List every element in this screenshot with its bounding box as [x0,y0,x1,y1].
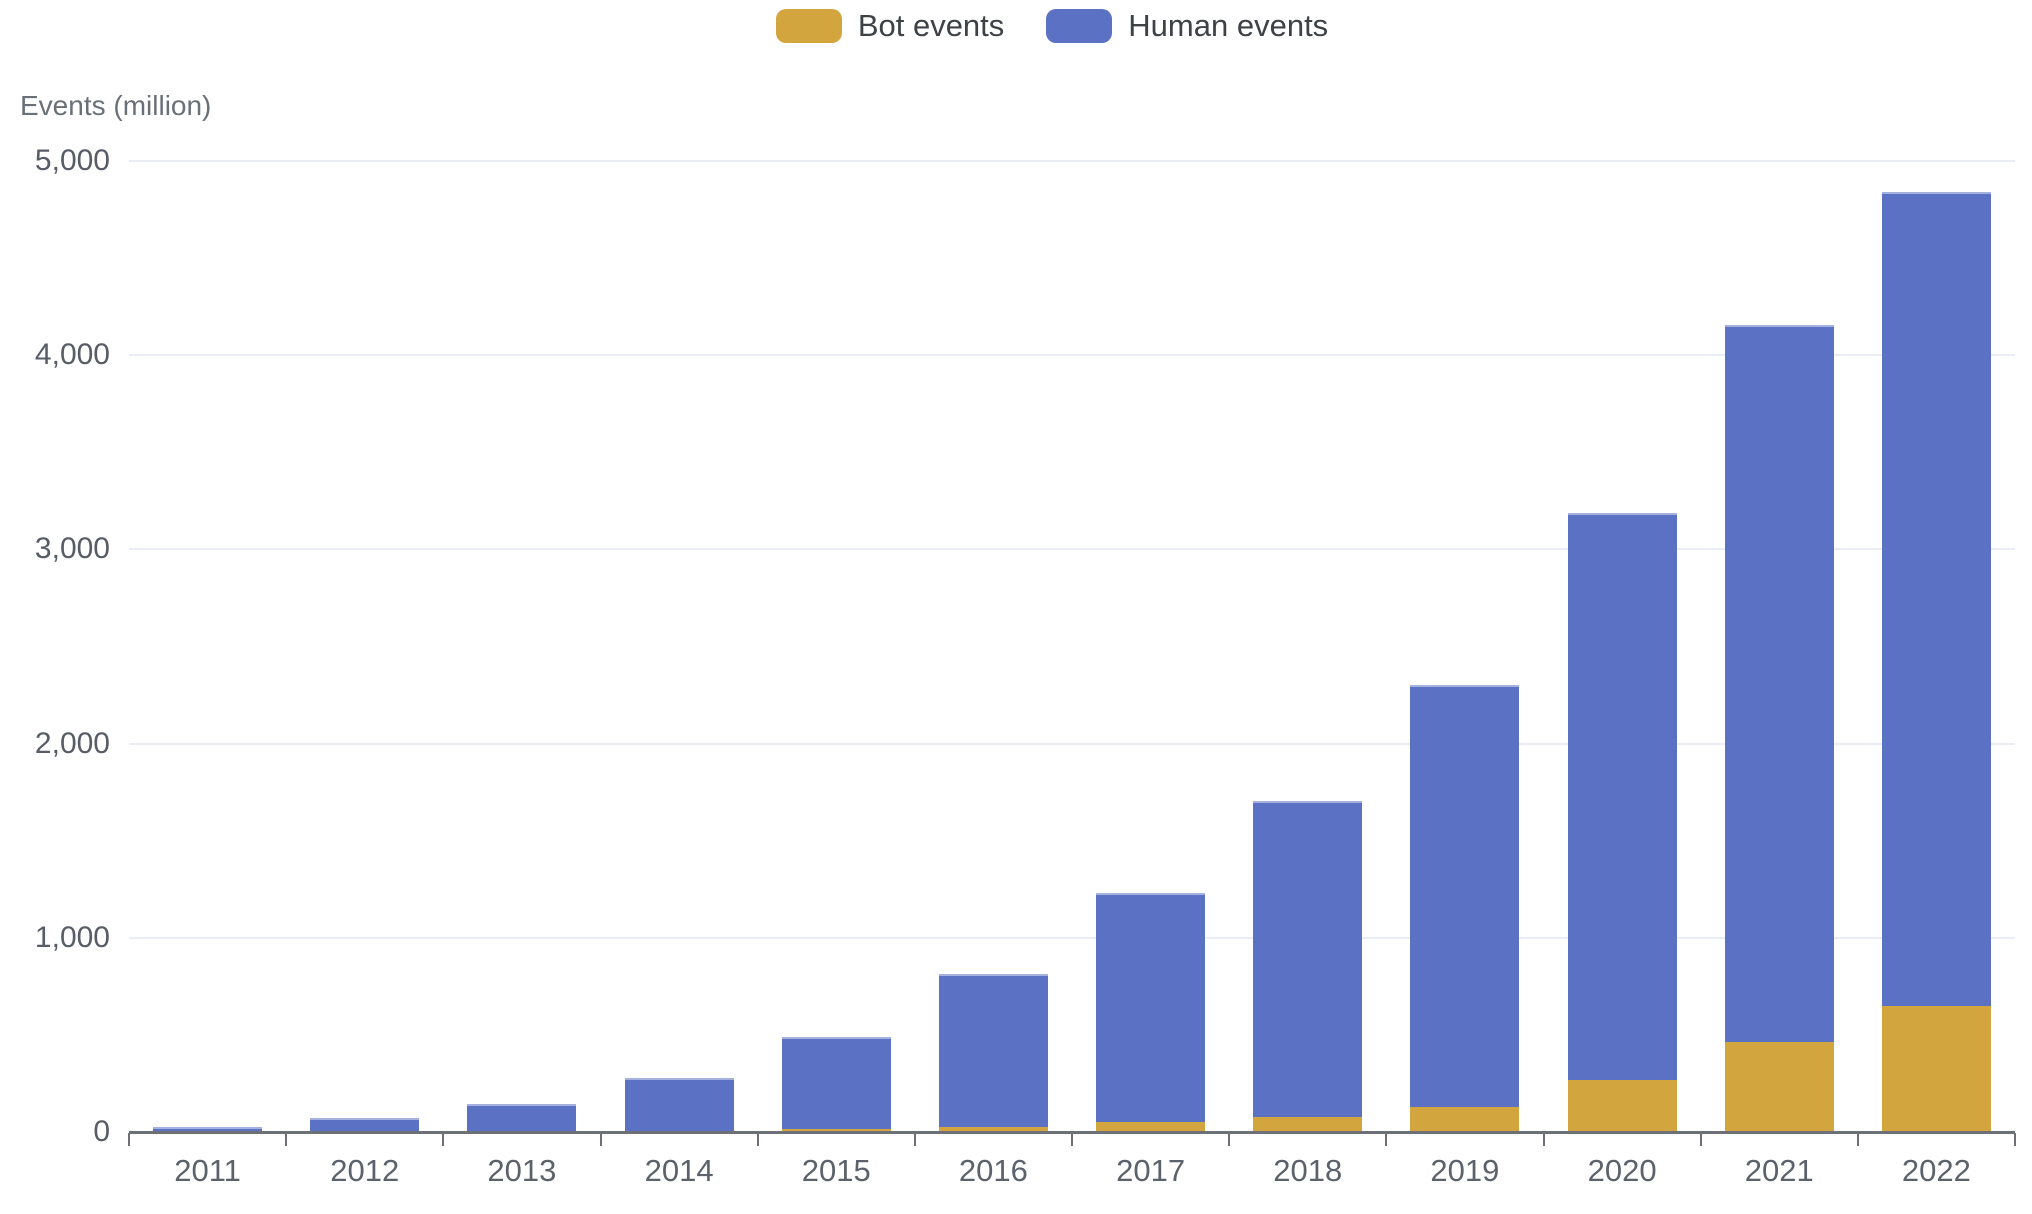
bar-segment-human-events[interactable] [153,1127,263,1132]
gridline [129,354,2015,357]
x-tick-label: 2014 [644,1153,714,1188]
x-axis-tick [1385,1133,1388,1146]
legend-item-human-events[interactable]: Human events [1046,8,1328,44]
x-axis-tick [599,1133,602,1146]
bar-segment-bot-events[interactable] [1724,1041,1834,1132]
x-tick-label: 2018 [1273,1153,1343,1188]
bar-segment-human-events[interactable] [781,1036,891,1130]
x-tick-label: 2021 [1744,1153,1814,1188]
y-tick-label: 1,000 [34,920,110,954]
legend-label: Bot events [857,8,1005,43]
bar-segment-human-events[interactable] [1567,512,1677,1080]
y-tick-label: 5,000 [34,144,110,177]
gridline [129,742,2015,745]
legend-swatch-icon [1046,9,1113,43]
bar-segment-human-events[interactable] [1881,192,1991,1006]
bar-segment-human-events[interactable] [1410,685,1520,1107]
x-tick-label: 2022 [1901,1153,1971,1188]
y-tick-label: 3,000 [34,532,110,566]
bar-segment-human-events[interactable] [467,1103,577,1132]
x-tick-label: 2017 [1116,1153,1186,1188]
x-tick-label: 2011 [174,1153,241,1188]
x-tick-label: 2012 [330,1153,400,1188]
x-axis-tick [128,1133,130,1146]
bar-segment-bot-events[interactable] [1410,1106,1520,1132]
x-axis-tick [1228,1133,1231,1146]
gridline [129,936,2015,939]
gridline [129,548,2015,551]
legend-label: Human events [1128,8,1329,43]
bar-segment-bot-events[interactable] [1881,1005,1991,1132]
x-tick-label: 2019 [1430,1153,1500,1188]
x-tick-label: 2013 [487,1153,557,1188]
y-tick-label: 4,000 [34,338,110,372]
bar-segment-bot-events[interactable] [1567,1079,1677,1132]
x-tick-label: 2015 [801,1153,871,1188]
x-axis-tick [756,1133,759,1146]
y-tick-label: 2,000 [34,726,110,760]
bar-segment-bot-events[interactable] [781,1129,891,1132]
bar-segment-human-events[interactable] [624,1077,734,1131]
chart-legend: Bot events Human events [36,8,2032,44]
x-axis-tick [285,1133,288,1146]
x-tick-label: 2016 [958,1153,1028,1188]
x-axis-line [129,1131,2015,1134]
gridline [129,160,2015,162]
x-axis-tick [913,1133,916,1146]
bar-segment-human-events[interactable] [1096,893,1206,1123]
bar-segment-human-events[interactable] [1253,800,1363,1118]
bar-segment-human-events[interactable] [938,973,1048,1128]
legend-swatch-icon [775,9,842,43]
bar-segment-bot-events[interactable] [938,1127,1048,1132]
x-axis-tick [1071,1133,1073,1146]
bar-segment-human-events[interactable] [1724,325,1834,1042]
x-axis-tick [2014,1133,2016,1146]
y-axis-title: Events (million) [20,90,212,121]
y-tick-label: 0 [93,1115,110,1148]
x-axis-tick [1856,1133,1859,1146]
bar-segment-bot-events[interactable] [1096,1122,1206,1132]
x-axis-tick [1542,1133,1545,1146]
bar-segment-bot-events[interactable] [1253,1117,1363,1132]
x-axis-tick [442,1133,445,1146]
x-tick-label: 2020 [1587,1153,1657,1188]
legend-item-bot-events[interactable]: Bot events [775,8,1005,44]
bar-segment-human-events[interactable] [310,1118,420,1132]
x-axis-tick [1699,1133,1702,1146]
